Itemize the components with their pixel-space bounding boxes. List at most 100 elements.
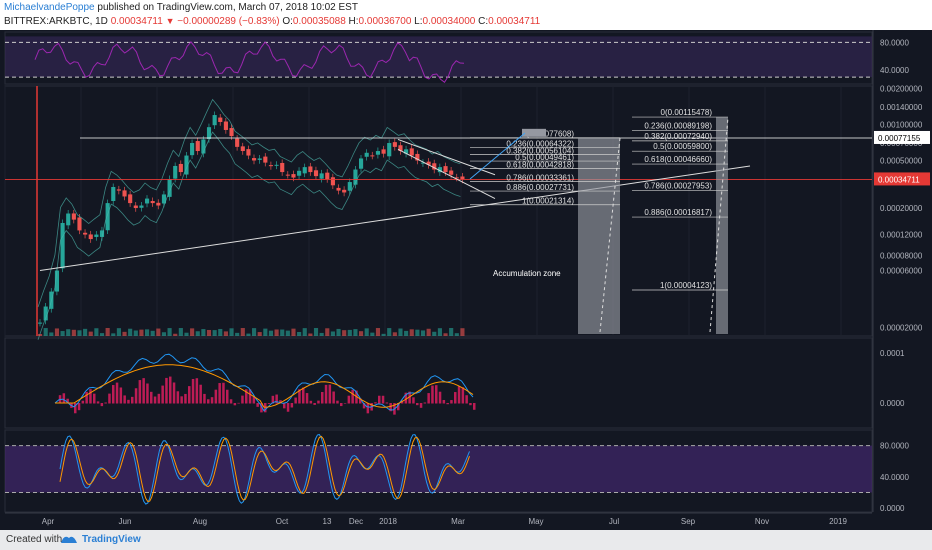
candle-body <box>330 177 335 186</box>
volume-bar <box>398 328 403 336</box>
candle-body <box>443 166 448 173</box>
volume-bar <box>375 328 381 336</box>
volume-bar <box>291 328 296 336</box>
macd-histogram-bar <box>294 397 297 404</box>
stoch-k-line <box>59 433 470 505</box>
volume-bar <box>454 333 459 336</box>
macd-histogram-bar <box>290 403 294 408</box>
time-tick-label: 2018 <box>379 517 397 526</box>
candle-body <box>94 234 99 237</box>
macd-histogram-bar <box>366 403 370 414</box>
price-tick-label: 0.00020000 <box>880 204 923 213</box>
volume-bar <box>297 332 302 336</box>
candle-body <box>38 322 43 324</box>
volume-bar <box>43 328 48 336</box>
candle-body <box>415 153 420 161</box>
macd-histogram-bar <box>324 384 328 404</box>
macd-tick-label: 0.0001 <box>880 349 905 358</box>
macd-histogram-bar <box>119 387 123 404</box>
candle-body <box>167 179 172 197</box>
created-with-text: Created with <box>6 534 63 545</box>
candle-body <box>133 205 138 209</box>
macd-histogram-bar <box>298 389 301 404</box>
candle-body <box>173 165 178 179</box>
candle-body <box>375 151 381 155</box>
candle-body <box>195 141 200 152</box>
stoch-tick-label: 0.0000 <box>880 504 905 513</box>
macd-histogram-bar <box>195 378 199 404</box>
volume-bar <box>432 331 437 336</box>
macd-histogram-bar <box>188 386 191 404</box>
macd-histogram-bar <box>469 403 472 406</box>
volume-bar <box>252 328 257 336</box>
volume-bar <box>460 328 465 336</box>
macd-histogram-bar <box>317 400 320 404</box>
trendline-support <box>39 165 751 272</box>
candle-body <box>156 202 161 206</box>
macd-histogram-bar <box>431 385 434 404</box>
author-link[interactable]: MichaelvandePoppe <box>4 2 95 13</box>
time-tick-label: Oct <box>276 517 289 526</box>
price-tick-label: 0.00006000 <box>880 267 923 276</box>
macd-histogram-bar <box>473 403 476 410</box>
price-tick-label: 0.00200000 <box>880 85 923 94</box>
symbol-line: BITTREX:ARKBTC, 1D 0.00034711 ▼ −0.00000… <box>4 16 540 27</box>
stoch-d-line <box>59 435 470 503</box>
volume-bar <box>313 328 319 336</box>
candle-body <box>274 164 279 166</box>
time-tick-label: Sep <box>681 517 696 526</box>
volume-bar <box>392 332 397 336</box>
candle-body <box>139 205 144 208</box>
last-price: 0.00034711 <box>110 16 163 27</box>
macd-histogram-bar <box>150 391 153 404</box>
macd-tick-label: 0.0000 <box>880 399 905 408</box>
candle-body <box>161 194 167 204</box>
candle-body <box>54 270 60 292</box>
fib-right-column <box>716 117 728 334</box>
chart-svg[interactable]: 80.0000 40.0000 0.00200000 0.00140000 0.0010… <box>0 30 932 530</box>
macd-histogram-bar <box>77 403 81 411</box>
volume-bar <box>359 331 364 336</box>
macd-histogram-bar <box>381 395 385 404</box>
macd-histogram-bar <box>454 392 457 404</box>
chart-area[interactable]: 80.0000 40.0000 0.00200000 0.00140000 0.0010… <box>0 30 932 530</box>
volume-bar <box>60 331 65 336</box>
candle-body <box>83 232 88 235</box>
candle-body <box>111 187 116 201</box>
macd-histogram-bar <box>199 384 202 404</box>
volume-bar <box>83 328 88 336</box>
candle-body <box>99 230 105 237</box>
fib-right-label: 0.886(0.00016817) <box>644 208 712 217</box>
macd-histogram-bar <box>450 400 453 404</box>
fib-left-label: 1(0.00021314) <box>522 197 574 206</box>
macd-histogram-bar <box>112 385 115 404</box>
macd-histogram-bar <box>260 403 263 413</box>
footer: Created with TradingView <box>0 530 932 550</box>
volume-bar <box>77 330 82 336</box>
macd-histogram-bar <box>256 403 259 407</box>
macd-histogram-bar <box>66 398 69 404</box>
macd-histogram-bar <box>286 403 290 412</box>
candle-body <box>77 217 82 231</box>
macd-histogram-bar <box>267 403 271 404</box>
macd-histogram-bar <box>435 385 438 404</box>
macd-histogram-bar <box>438 391 442 404</box>
macd-histogram-bar <box>214 389 218 404</box>
macd-histogram-bar <box>389 403 392 412</box>
macd-histogram-bar <box>359 398 362 404</box>
tradingview-link[interactable]: TradingView <box>82 534 141 545</box>
macd-histogram-bar <box>351 389 354 404</box>
publish-line: MichaelvandePoppe published on TradingVi… <box>4 2 358 13</box>
macd-histogram-bar <box>279 400 282 404</box>
time-tick-label: Nov <box>755 517 769 526</box>
fib-right-label: 0.236(0.00089198) <box>644 121 712 130</box>
macd-histogram-bar <box>85 391 88 404</box>
candle-body <box>460 176 465 180</box>
candle-body <box>409 148 414 156</box>
macd-histogram-bar <box>419 403 423 408</box>
candle-body <box>218 117 223 122</box>
volume-bar <box>364 328 369 336</box>
macd-histogram-bar <box>123 395 126 404</box>
macd-histogram-bar <box>233 403 237 406</box>
macd-histogram-bar <box>180 396 183 404</box>
